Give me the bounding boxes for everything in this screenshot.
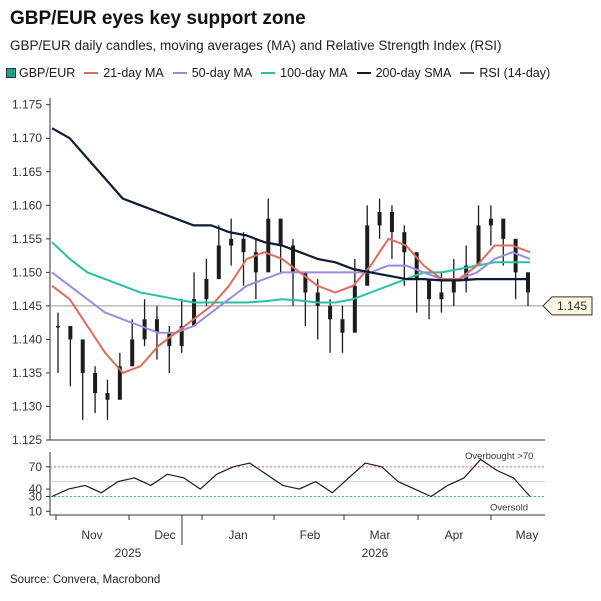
y-tick-label: 1.130 — [12, 399, 42, 413]
y-tick-label: 1.175 — [12, 98, 42, 112]
legend-swatch — [261, 72, 276, 74]
x-month-label: Feb — [300, 528, 321, 542]
x-month-label: Dec — [154, 528, 175, 542]
legend-swatch — [84, 72, 99, 74]
y-tick-label: 1.150 — [12, 265, 42, 279]
candle-body — [130, 339, 135, 367]
candle-body — [389, 212, 394, 233]
candle-body — [488, 218, 493, 226]
candle-body — [328, 305, 333, 320]
candle-body — [56, 326, 60, 328]
legend: GBP/EUR 21-day MA 50-day MA 100-day MA 200-d… — [6, 66, 598, 80]
candle-body — [216, 245, 221, 280]
legend-item: 50-day MA — [172, 66, 253, 80]
candle-body — [105, 393, 110, 400]
legend-item: 200-day SMA — [356, 66, 452, 80]
candle-body — [414, 252, 419, 280]
y-tick-label: 1.125 — [12, 433, 42, 447]
legend-label: 100-day MA — [280, 66, 348, 80]
candle-body — [402, 232, 407, 253]
candle-body — [68, 326, 73, 340]
candle-body — [427, 279, 432, 300]
legend-label: 21-day MA — [103, 66, 164, 80]
rsi-tick-label: 30 — [29, 489, 43, 503]
candle-body — [117, 366, 122, 400]
candle-body — [80, 339, 85, 373]
legend-item: 21-day MA — [84, 66, 164, 80]
legend-label: 50-day MA — [191, 66, 253, 80]
sma200-line — [51, 127, 530, 282]
rsi-tick-label: 40 — [29, 482, 43, 496]
chart-source: Source: Convera, Macrobond — [10, 574, 161, 586]
rsi-tick-label: 10 — [29, 504, 43, 518]
candle-body — [154, 319, 159, 333]
candle-body — [439, 292, 444, 300]
oversold-label: Oversold — [490, 502, 528, 513]
legend-item: 100-day MA — [261, 66, 348, 80]
candle-body — [303, 272, 308, 293]
y-tick-label: 1.135 — [12, 366, 42, 380]
candle-body — [476, 225, 481, 266]
chart-subtitle: GBP/EUR daily candles, moving averages (… — [10, 38, 502, 53]
candle-body — [464, 265, 469, 280]
legend-swatch — [6, 68, 16, 78]
y-tick-label: 1.170 — [12, 131, 42, 145]
legend-swatch — [172, 72, 187, 74]
candle-body — [278, 218, 283, 246]
x-year-label: 2025 — [115, 546, 142, 560]
x-month-label: Jan — [228, 528, 247, 542]
candle-body — [526, 272, 530, 293]
legend-swatch — [460, 72, 475, 74]
candle-body — [93, 372, 98, 394]
legend-item: RSI (14-day) — [460, 66, 550, 80]
y-tick-label: 1.140 — [12, 332, 42, 346]
candle-body — [315, 292, 320, 306]
candle-body — [142, 319, 147, 340]
y-tick-label: 1.155 — [12, 232, 42, 246]
x-month-label: May — [516, 528, 539, 542]
overbought-label: Overbought >70 — [465, 451, 533, 462]
y-tick-label: 1.145 — [12, 299, 42, 313]
candle-body — [241, 238, 246, 253]
candle-body — [340, 319, 345, 333]
candle-body — [253, 252, 258, 273]
rsi-tick-label: 70 — [29, 460, 43, 474]
x-month-label: Apr — [445, 528, 464, 542]
rsi-line — [51, 458, 531, 498]
candle-body — [204, 279, 209, 300]
legend-item: GBP/EUR — [6, 66, 75, 80]
legend-swatch — [356, 72, 371, 74]
candle-body — [451, 279, 456, 293]
chart-title: GBP/EUR eyes key support zone — [10, 8, 306, 29]
candle-body — [179, 326, 184, 347]
last-value-callout — [542, 296, 593, 316]
y-tick-label: 1.165 — [12, 165, 42, 179]
candle-body — [513, 238, 518, 273]
candle-body — [192, 299, 197, 326]
candle-body — [377, 212, 382, 226]
legend-label: 200-day SMA — [375, 66, 452, 80]
candle-body — [266, 218, 271, 273]
x-year-label: 2026 — [362, 546, 389, 560]
candle-body — [167, 332, 172, 347]
candle-body — [365, 225, 370, 286]
x-month-label: Nov — [81, 528, 102, 542]
candle-body — [229, 238, 234, 246]
ma21-line — [51, 237, 531, 374]
last-value-label: 1.145 — [557, 299, 587, 313]
ma100-line — [51, 241, 530, 304]
candle-body — [352, 285, 357, 333]
legend-label: RSI (14-day) — [479, 66, 551, 80]
candle-body — [501, 218, 506, 239]
x-month-label: Mar — [370, 528, 391, 542]
candle-body — [291, 245, 295, 273]
y-tick-label: 1.160 — [12, 198, 42, 212]
legend-label: GBP/EUR — [19, 66, 76, 80]
